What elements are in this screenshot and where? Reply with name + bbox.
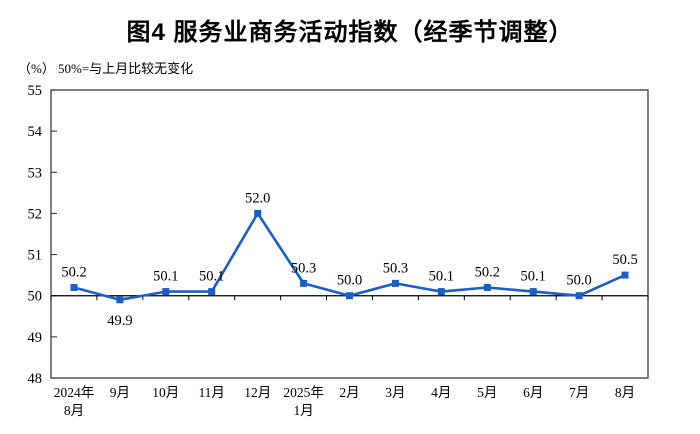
baseline-note: 50%=与上月比较无变化 [58, 61, 194, 76]
data-label: 50.0 [566, 273, 591, 289]
data-point-marker [529, 288, 537, 296]
plot-frame [50, 89, 649, 379]
data-label: 50.1 [199, 269, 224, 285]
data-point-marker [208, 288, 216, 296]
data-label: 50.0 [337, 273, 362, 289]
y-axis-tick-label: 51 [28, 248, 43, 264]
x-axis-label: 9月 [110, 385, 130, 400]
y-axis-tick-label: 48 [28, 371, 43, 387]
x-axis-label: 2025年 1月 [283, 385, 324, 418]
x-axis-label: 6月 [523, 385, 543, 400]
data-point-marker [575, 292, 583, 300]
data-point-marker [70, 284, 78, 291]
data-label: 50.1 [521, 269, 546, 285]
axis-note: （%） 50%=与上月比较无变化 [0, 58, 700, 76]
data-label: 50.3 [383, 260, 408, 276]
x-axis-label: 3月 [385, 385, 405, 400]
x-axis-label: 5月 [477, 385, 497, 400]
data-label: 50.5 [612, 252, 637, 268]
data-point-marker [254, 209, 262, 217]
data-label: 50.3 [291, 260, 316, 276]
x-axis-label: 7月 [569, 385, 589, 400]
data-point-marker [483, 284, 491, 291]
y-axis-tick-label: 50 [28, 289, 43, 305]
y-axis-tick-label: 53 [28, 165, 43, 181]
data-point-marker [162, 288, 170, 296]
data-point-marker [300, 279, 308, 287]
data-label: 50.1 [153, 269, 178, 285]
chart-title: 图4 服务业商务活动指数（经季节调整） [126, 19, 574, 46]
data-label: 50.1 [429, 269, 454, 285]
y-axis-tick-label: 54 [28, 124, 43, 140]
x-axis-label: 4月 [431, 385, 451, 400]
data-label: 50.2 [475, 265, 500, 281]
x-axis-label: 10月 [152, 385, 179, 400]
data-point-marker [116, 296, 124, 304]
y-axis-tick-label: 49 [28, 330, 43, 346]
y-axis-tick-label: 52 [28, 206, 43, 222]
data-point-marker [391, 279, 399, 287]
data-label: 52.0 [245, 190, 270, 206]
x-axis-label: 8月 [615, 385, 635, 400]
x-axis-label: 2月 [339, 385, 359, 400]
x-axis-label: 2024年 8月 [54, 385, 95, 418]
data-point-marker [346, 292, 353, 300]
x-axis-label: 12月 [244, 385, 271, 400]
x-axis-label: 11月 [198, 385, 225, 400]
data-point-marker [437, 288, 445, 296]
data-label: 49.9 [107, 313, 132, 329]
data-point-marker [621, 271, 629, 279]
y-axis-unit-label: （%） [18, 61, 55, 76]
data-label: 50.2 [61, 265, 86, 281]
y-axis-tick-label: 55 [28, 83, 43, 99]
